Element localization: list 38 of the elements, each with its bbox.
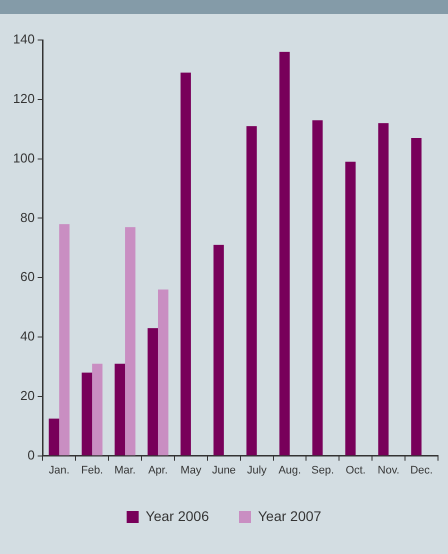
bar: [378, 123, 389, 456]
bar: [246, 126, 257, 456]
x-tick-label: Aug.: [278, 464, 302, 476]
x-tick-label: Apr.: [148, 464, 168, 476]
y-tick-label: 140: [12, 32, 35, 47]
x-tick-label: Sep.: [311, 464, 334, 476]
bar: [125, 227, 136, 456]
bar: [148, 328, 158, 456]
y-tick-label: 0: [27, 447, 35, 462]
x-tick-label: Oct.: [346, 464, 366, 476]
y-tick-label: 100: [12, 150, 35, 166]
x-tick-label: May: [180, 464, 202, 476]
y-tick-label: 60: [20, 269, 35, 284]
y-tick-label: 20: [20, 388, 35, 403]
bar: [411, 138, 422, 456]
bar: [312, 120, 323, 456]
x-tick-label: June: [212, 464, 236, 476]
x-tick-label: Mar.: [114, 464, 136, 476]
bar: [48, 418, 60, 456]
legend-label: Year 2007: [258, 508, 322, 524]
bar: [345, 162, 356, 456]
bar: [213, 244, 224, 456]
bar: [279, 52, 290, 456]
x-tick-label: Nov.: [378, 464, 400, 476]
x-tick-label: July: [247, 464, 268, 476]
y-tick-label: 80: [20, 210, 35, 225]
x-tick-label: Feb.: [81, 464, 104, 476]
y-tick-label: 40: [20, 328, 35, 344]
bar: [114, 364, 126, 456]
bar: [82, 372, 92, 456]
y-tick-label: 120: [12, 90, 35, 106]
bar: [59, 224, 70, 456]
legend-label: Year 2006: [146, 508, 210, 524]
bar: [92, 364, 102, 456]
bar: [180, 72, 191, 456]
x-tick-label: Jan.: [48, 464, 70, 476]
x-tick-label: Dec.: [410, 464, 433, 476]
bar: [158, 289, 168, 456]
